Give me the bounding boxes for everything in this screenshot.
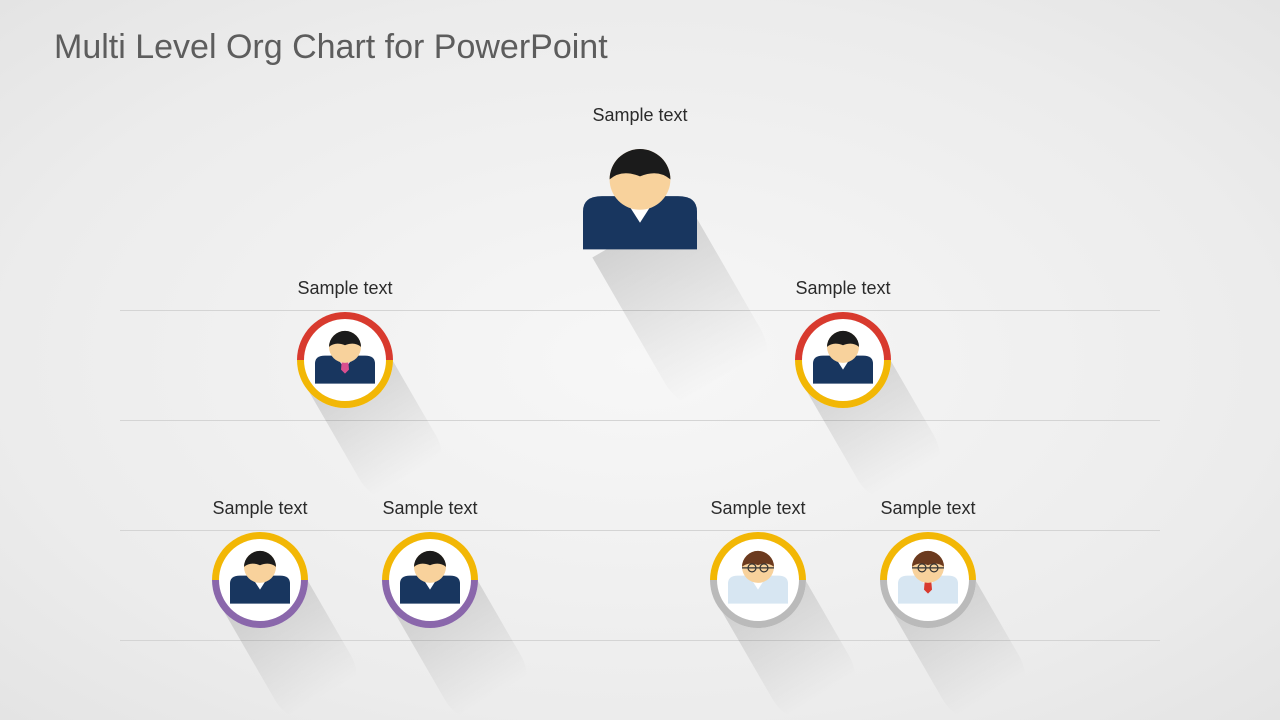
ring-inner <box>219 539 301 621</box>
ring-inner <box>304 319 386 401</box>
ring-inner <box>717 539 799 621</box>
hero-avatar <box>575 125 705 285</box>
ring-inner <box>389 539 471 621</box>
node-circle <box>382 532 478 628</box>
gridline <box>120 530 1160 531</box>
node-label: Sample text <box>340 498 520 519</box>
ring-inner <box>887 539 969 621</box>
node-label: Sample text <box>255 278 435 299</box>
slide-title: Multi Level Org Chart for PowerPoint <box>54 28 608 67</box>
node-label: Sample text <box>753 278 933 299</box>
hero-label: Sample text <box>550 105 730 126</box>
slide-canvas: Multi Level Org Chart for PowerPoint Sam… <box>0 0 1280 720</box>
ring-inner <box>802 319 884 401</box>
node-circle <box>297 312 393 408</box>
node-circle <box>212 532 308 628</box>
gridline <box>120 640 1160 641</box>
gridline <box>120 310 1160 311</box>
gridline <box>120 420 1160 421</box>
node-circle <box>880 532 976 628</box>
node-circle <box>710 532 806 628</box>
node-label: Sample text <box>838 498 1018 519</box>
node-label: Sample text <box>170 498 350 519</box>
node-label: Sample text <box>668 498 848 519</box>
node-circle <box>795 312 891 408</box>
